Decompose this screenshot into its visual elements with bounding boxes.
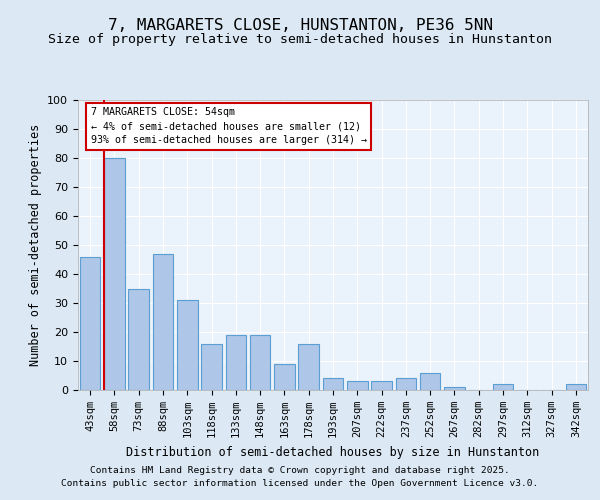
Bar	[493, 384, 514, 390]
Bar	[226, 335, 246, 390]
Bar	[371, 382, 392, 390]
Bar	[201, 344, 222, 390]
Text: 7 MARGARETS CLOSE: 54sqm
← 4% of semi-detached houses are smaller (12)
93% of se: 7 MARGARETS CLOSE: 54sqm ← 4% of semi-de…	[91, 108, 367, 146]
Bar	[274, 364, 295, 390]
X-axis label: Distribution of semi-detached houses by size in Hunstanton: Distribution of semi-detached houses by …	[127, 446, 539, 458]
Y-axis label: Number of semi-detached properties: Number of semi-detached properties	[29, 124, 42, 366]
Bar	[177, 300, 197, 390]
Bar	[323, 378, 343, 390]
Bar	[395, 378, 416, 390]
Text: Contains public sector information licensed under the Open Government Licence v3: Contains public sector information licen…	[61, 479, 539, 488]
Bar	[104, 158, 125, 390]
Bar	[298, 344, 319, 390]
Text: Contains HM Land Registry data © Crown copyright and database right 2025.: Contains HM Land Registry data © Crown c…	[90, 466, 510, 475]
Bar	[420, 372, 440, 390]
Bar	[566, 384, 586, 390]
Bar	[80, 256, 100, 390]
Bar	[347, 382, 368, 390]
Bar	[128, 288, 149, 390]
Bar	[444, 387, 465, 390]
Text: 7, MARGARETS CLOSE, HUNSTANTON, PE36 5NN: 7, MARGARETS CLOSE, HUNSTANTON, PE36 5NN	[107, 18, 493, 32]
Bar	[152, 254, 173, 390]
Bar	[250, 335, 271, 390]
Text: Size of property relative to semi-detached houses in Hunstanton: Size of property relative to semi-detach…	[48, 32, 552, 46]
